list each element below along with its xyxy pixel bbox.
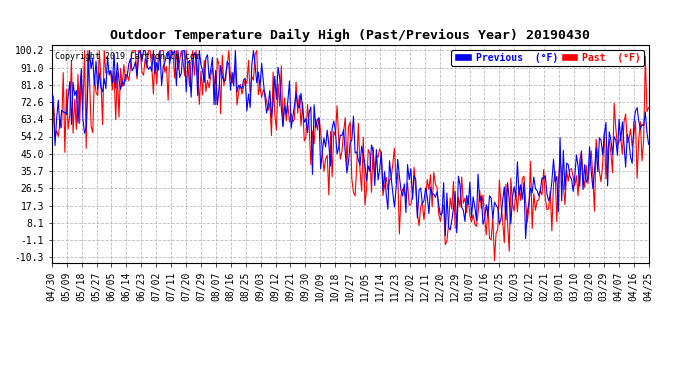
- Text: Copyright 2019 Cartronics.com: Copyright 2019 Cartronics.com: [55, 51, 199, 60]
- Title: Outdoor Temperature Daily High (Past/Previous Year) 20190430: Outdoor Temperature Daily High (Past/Pre…: [110, 29, 590, 42]
- Legend: Previous  (°F), Past  (°F): Previous (°F), Past (°F): [451, 50, 644, 66]
